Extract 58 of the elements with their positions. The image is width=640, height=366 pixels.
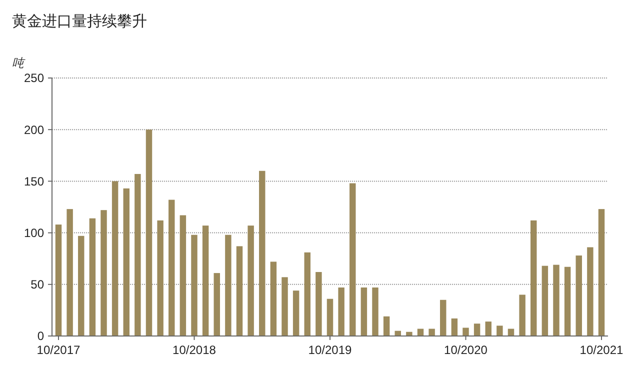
- y-tick-label: 150: [24, 174, 44, 188]
- bar: [304, 252, 310, 336]
- bar: [282, 277, 288, 336]
- bar: [338, 287, 344, 336]
- bar: [474, 324, 480, 336]
- y-tick-label: 250: [24, 71, 44, 86]
- x-tick-label: 10/2019: [308, 343, 352, 357]
- chart-title: 黄金进口量持续攀升: [12, 13, 147, 30]
- bar: [360, 287, 368, 336]
- bar: [564, 266, 571, 336]
- bar: [66, 209, 73, 336]
- bar: [519, 294, 526, 336]
- x-tick-label: 10/2021: [580, 343, 624, 357]
- bar: [451, 318, 458, 336]
- bar: [270, 262, 277, 336]
- bar: [542, 266, 548, 336]
- bar: [576, 256, 582, 336]
- bar: [55, 224, 62, 336]
- bar: [225, 234, 232, 336]
- x-tick-label: 10/2018: [172, 343, 216, 357]
- bar: [202, 226, 209, 336]
- bar: [146, 130, 152, 336]
- bar: [123, 188, 130, 336]
- bar: [248, 226, 254, 336]
- bar: [157, 220, 164, 336]
- bar: [496, 326, 503, 336]
- bar: [587, 247, 594, 336]
- bar: [236, 246, 243, 336]
- x-tick-label: 10/2020: [444, 343, 488, 357]
- bar: [530, 220, 537, 336]
- bar: [316, 272, 322, 336]
- bar: [440, 300, 446, 336]
- y-tick-label: 0: [37, 329, 44, 344]
- bar: [100, 210, 107, 336]
- bar: [259, 170, 266, 336]
- bar: [214, 273, 220, 336]
- x-tick-label: 10/2017: [36, 343, 81, 357]
- y-axis-title: 吨: [12, 56, 26, 70]
- bar: [112, 181, 118, 336]
- bar: [428, 328, 435, 336]
- bar: [553, 264, 560, 336]
- bar: [326, 298, 334, 336]
- bar: [292, 290, 300, 336]
- bar: [168, 200, 175, 336]
- bar: [485, 322, 492, 336]
- bar: [89, 218, 96, 336]
- bar: [372, 287, 378, 336]
- bar: [191, 234, 198, 336]
- bar: [383, 316, 390, 336]
- bar: [462, 328, 469, 336]
- bar: [598, 209, 605, 336]
- bar: [134, 174, 141, 336]
- y-tick-label: 100: [24, 226, 44, 240]
- bar: [180, 215, 186, 336]
- bar: [78, 236, 84, 336]
- y-tick-label: 50: [30, 278, 44, 292]
- y-tick-label: 200: [24, 122, 44, 137]
- bar: [350, 183, 356, 336]
